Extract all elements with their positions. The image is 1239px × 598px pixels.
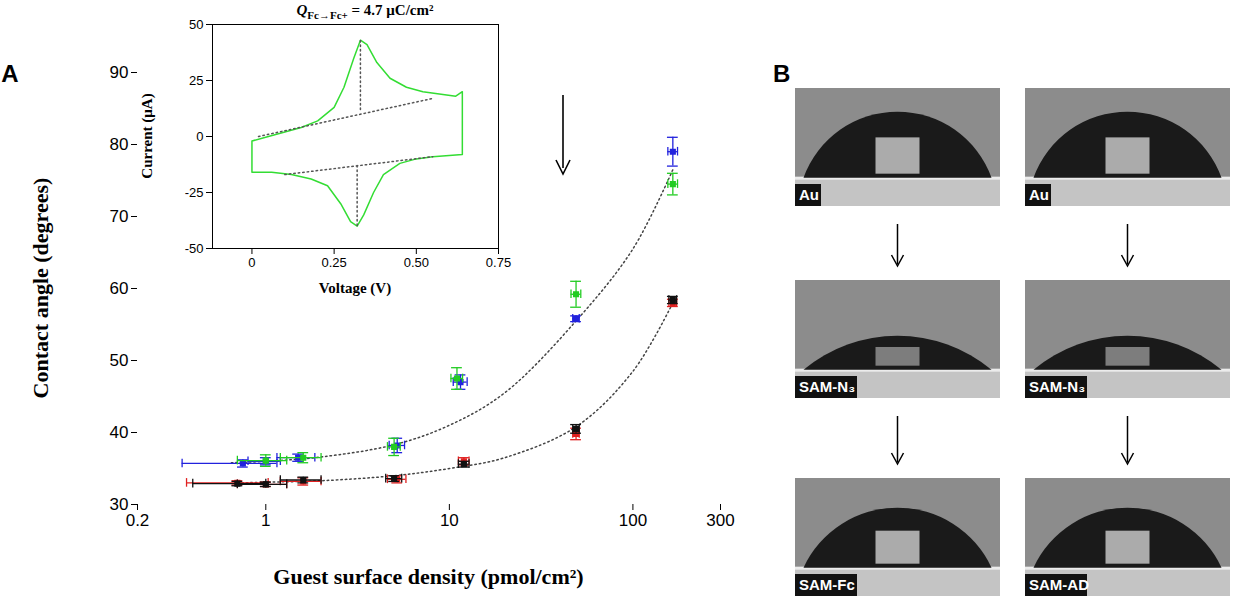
svg-text:Au: Au (799, 186, 819, 203)
svg-text:100: 100 (619, 511, 647, 530)
svg-text:70: 70 (110, 207, 129, 226)
svg-text:0: 0 (196, 129, 203, 144)
svg-text:Au: Au (1029, 186, 1049, 203)
svg-text:50: 50 (110, 351, 129, 370)
svg-text:Guest surface density (pmol/cm: Guest surface density (pmol/cm²) (273, 564, 583, 589)
svg-text:0.50: 0.50 (404, 255, 429, 270)
svg-text:QFc→Fc+ = 4.7 μC/cm²: QFc→Fc+ = 4.7 μC/cm² (296, 2, 434, 21)
svg-text:SAM-Fc: SAM-Fc (799, 576, 855, 593)
svg-text:300: 300 (706, 511, 734, 530)
svg-text:60: 60 (110, 279, 129, 298)
svg-text:90: 90 (110, 63, 129, 82)
svg-text:25: 25 (189, 73, 203, 88)
svg-text:0.2: 0.2 (126, 511, 150, 530)
svg-text:30: 30 (109, 494, 129, 514)
svg-text:SAM-AD: SAM-AD (1029, 576, 1089, 593)
svg-text:50: 50 (189, 17, 203, 32)
svg-text:0: 0 (248, 255, 255, 270)
svg-text:SAM-N₃: SAM-N₃ (799, 378, 855, 395)
svg-text:Current (μA): Current (μA) (139, 93, 156, 178)
svg-text:A: A (1, 60, 18, 87)
svg-text:0.75: 0.75 (486, 255, 511, 270)
svg-text:-50: -50 (185, 241, 204, 256)
svg-text:-25: -25 (185, 185, 204, 200)
svg-text:1: 1 (261, 511, 270, 530)
svg-text:0.25: 0.25 (321, 255, 346, 270)
svg-text:Voltage (V): Voltage (V) (319, 280, 391, 297)
svg-text:80: 80 (110, 135, 129, 154)
svg-text:10: 10 (440, 511, 459, 530)
svg-text:SAM-N₃: SAM-N₃ (1029, 378, 1085, 395)
svg-text:Contact angle (degrees): Contact angle (degrees) (28, 178, 53, 399)
svg-text:B: B (773, 60, 790, 87)
svg-text:40: 40 (110, 423, 129, 442)
